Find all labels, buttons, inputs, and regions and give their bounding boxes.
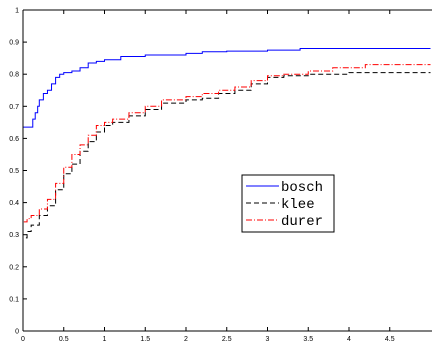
y-tick-label: 0.6 — [9, 136, 19, 143]
x-tick-label: 2 — [184, 336, 188, 343]
plot-background — [23, 10, 432, 331]
y-tick-label: 0.9 — [9, 40, 19, 47]
legend-label-bosch: bosch — [281, 180, 323, 196]
legend-label-durer: durer — [281, 214, 323, 230]
legend: bosch klee durer — [241, 174, 335, 233]
y-tick-label: 0.8 — [9, 72, 19, 79]
x-tick-label: 3.5 — [303, 336, 313, 343]
x-tick-label: 2.5 — [222, 336, 232, 343]
x-tick-label: 3 — [266, 336, 270, 343]
x-tick-label: 4.5 — [385, 336, 395, 343]
y-tick-label: 0 — [15, 329, 19, 336]
y-tick-label: 0.3 — [9, 232, 19, 239]
x-tick-label: 4 — [347, 336, 351, 343]
x-tick-label: 0 — [21, 336, 25, 343]
x-axis: 0 0.5 1 1.5 2 2.5 3 3.5 4 4.5 — [21, 10, 395, 343]
y-tick-label: 0.5 — [9, 168, 19, 175]
y-tick-label: 0.2 — [9, 264, 19, 271]
x-tick-label: 1 — [103, 336, 107, 343]
y-tick-label: 0.4 — [9, 200, 19, 207]
x-tick-label: 1.5 — [140, 336, 150, 343]
y-axis: 0 0.1 0.2 0.3 0.4 0.5 0.6 0.7 0.8 0.9 1 — [9, 8, 27, 336]
series-line-bosch — [22, 48, 431, 331]
series-layer — [22, 48, 431, 331]
y-tick-label: 1 — [15, 8, 19, 15]
legend-label-klee: klee — [281, 197, 315, 213]
y-tick-label: 0.7 — [9, 104, 19, 111]
y-tick-label: 0.1 — [9, 296, 19, 303]
x-tick-label: 0.5 — [59, 336, 69, 343]
